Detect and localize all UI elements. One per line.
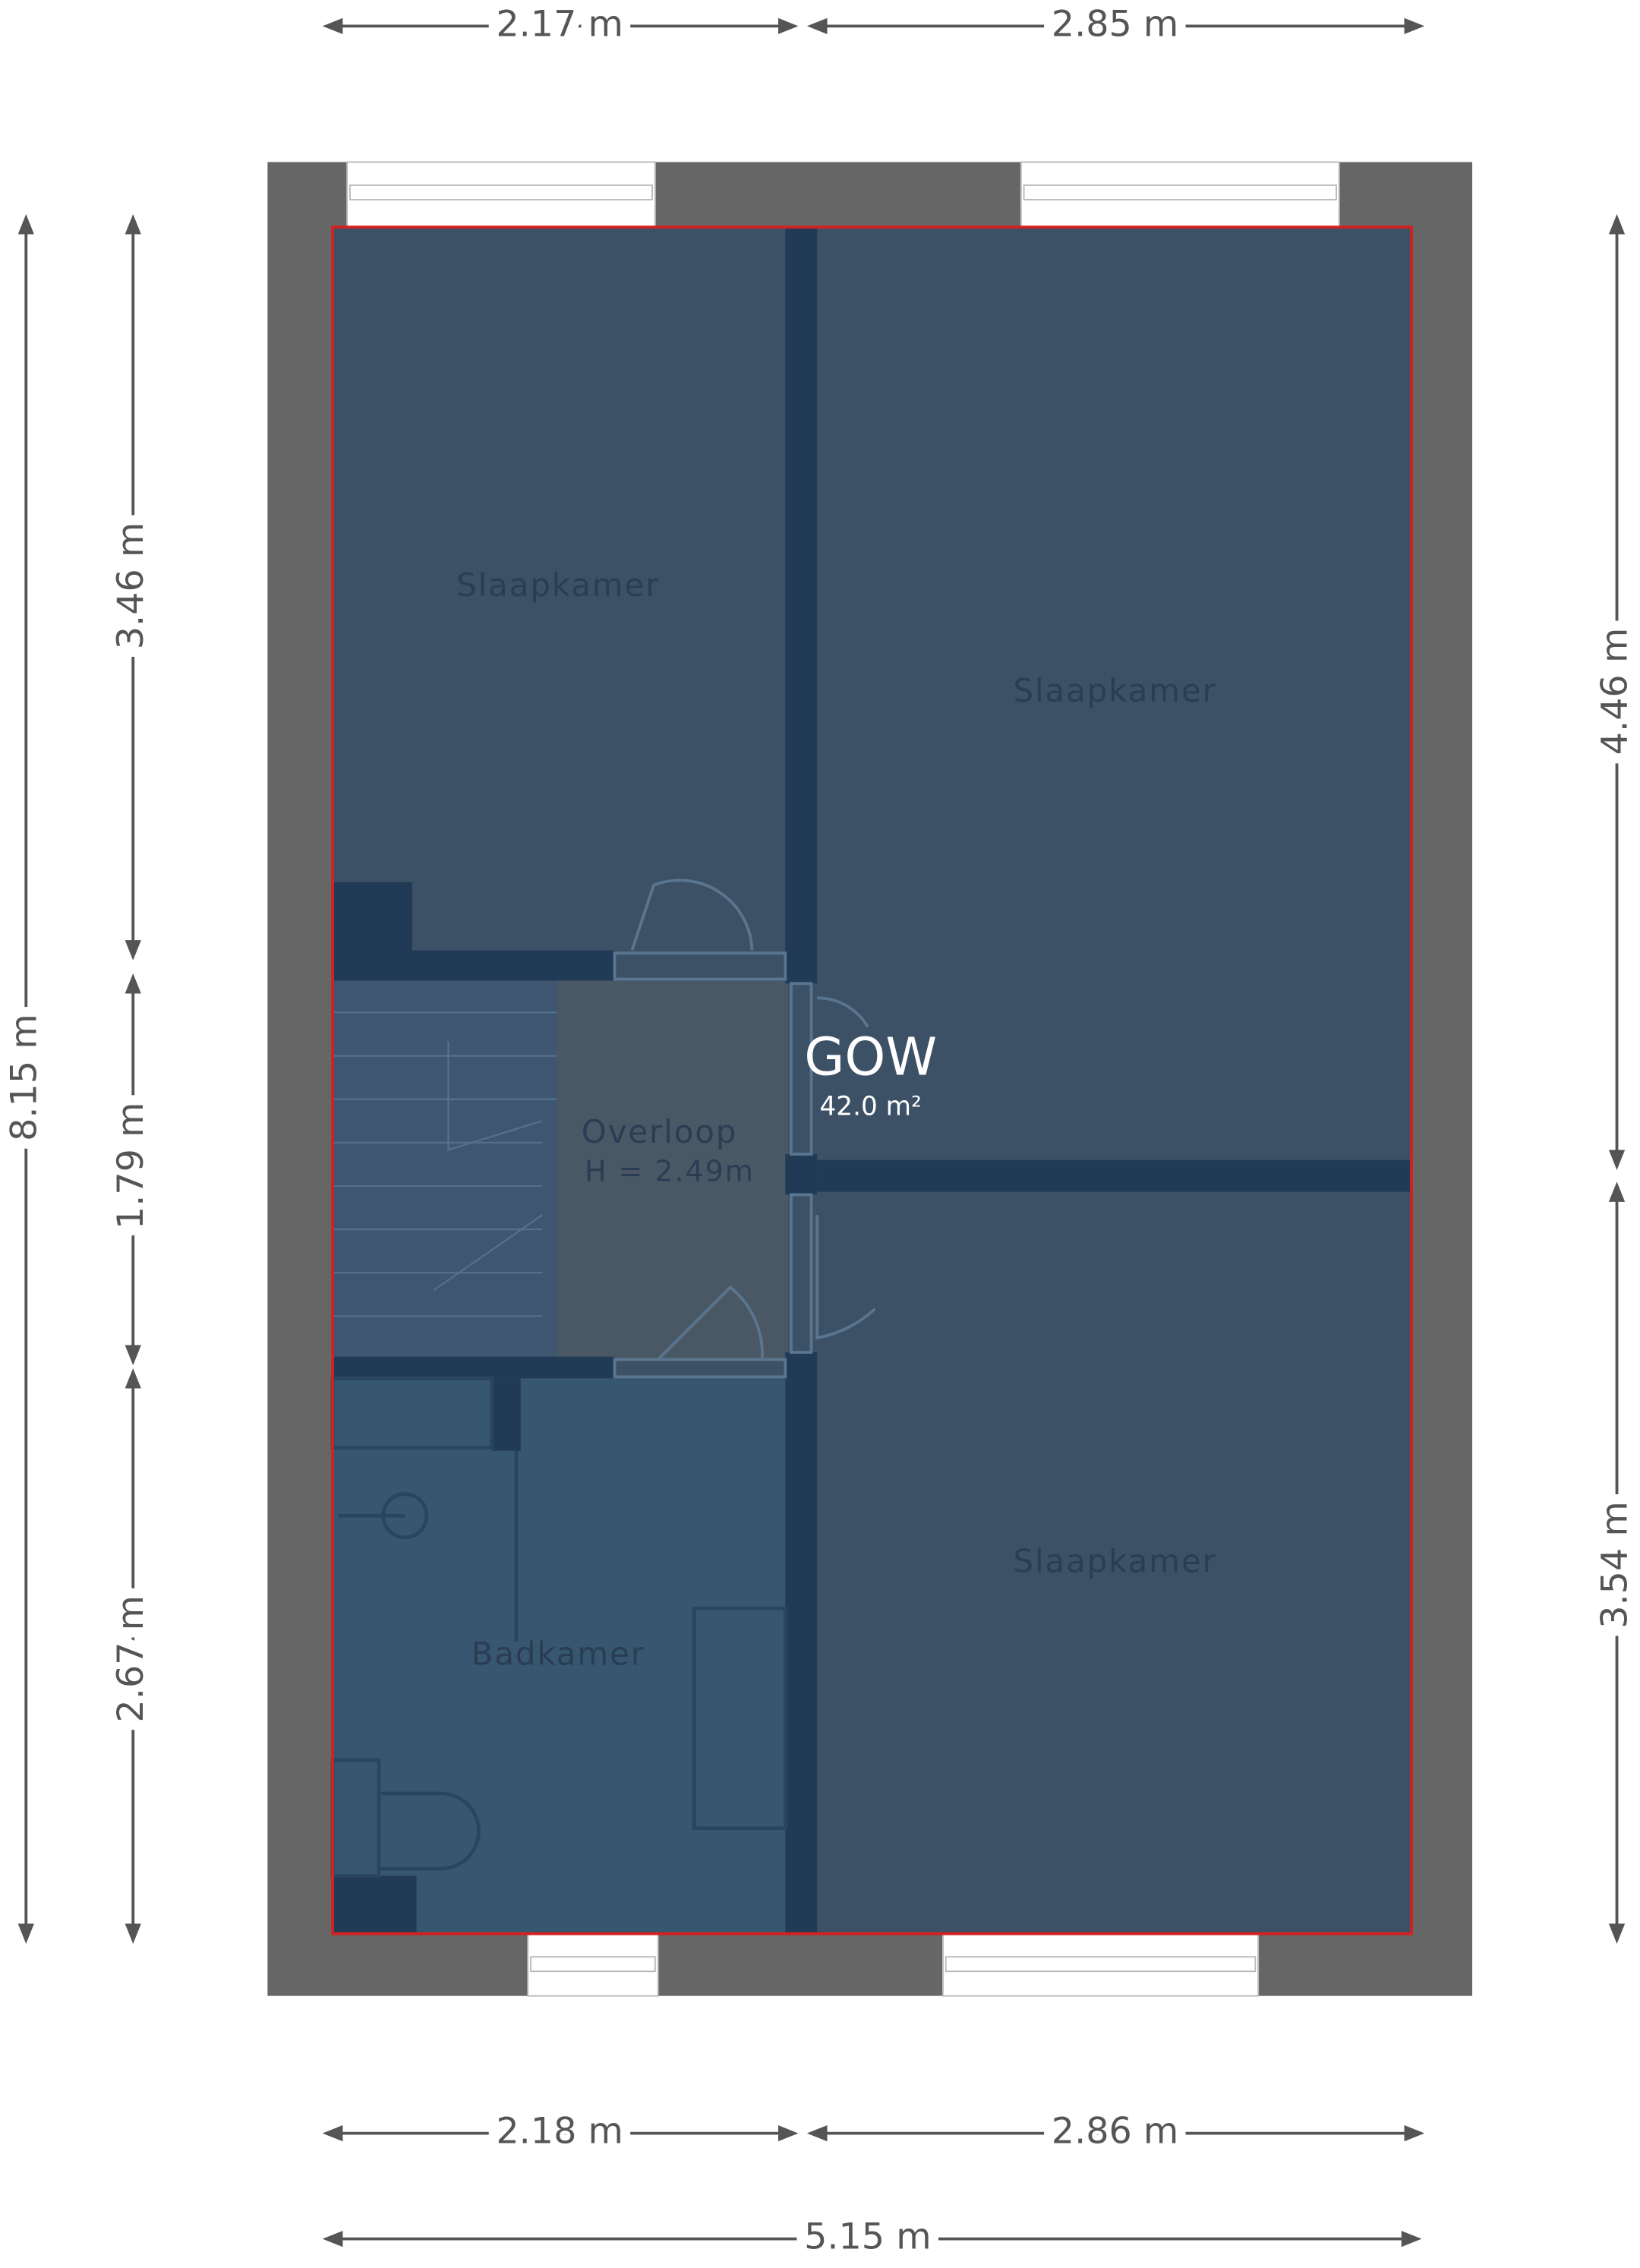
- dim-label: 4.46 m: [1594, 628, 1636, 755]
- area-outline: [331, 226, 1413, 1935]
- dim-label: 2.17 m: [496, 3, 623, 45]
- room-label: Overloop: [582, 1113, 738, 1150]
- landing: [557, 980, 789, 1360]
- bathroom-floor: [333, 1378, 789, 1934]
- windows: [346, 161, 1340, 1997]
- dim-label: 2.67 m: [110, 1595, 152, 1723]
- dim-label: 3.54 m: [1594, 1501, 1636, 1629]
- doors: [613, 878, 876, 1379]
- dim-label: 1.79 m: [110, 1102, 152, 1230]
- dim-label: 2.86 m: [1052, 2111, 1179, 2153]
- area-label: GOW: [804, 1027, 937, 1087]
- interior-walls: [333, 227, 1412, 1934]
- room-label: Badkamer: [472, 1636, 645, 1673]
- dim-label: 3.46 m: [110, 522, 152, 650]
- dim-label: 5.15 m: [804, 2216, 932, 2258]
- dim-label: 2.85 m: [1052, 3, 1179, 45]
- stair-lines: [333, 1011, 557, 1317]
- area-value: 42.0 m²: [820, 1092, 922, 1122]
- stairs: [333, 980, 557, 1360]
- room-height: H = 2.49m: [585, 1154, 755, 1188]
- bathroom-fixtures: [330, 1376, 787, 1878]
- room-label: Slaapkamer: [1013, 672, 1216, 709]
- dim-label: 2.18 m: [496, 2111, 623, 2153]
- dim-label: 8.15 m: [3, 1014, 45, 1141]
- room-label: Slaapkamer: [456, 566, 660, 604]
- room-label: Slaapkamer: [1013, 1543, 1216, 1580]
